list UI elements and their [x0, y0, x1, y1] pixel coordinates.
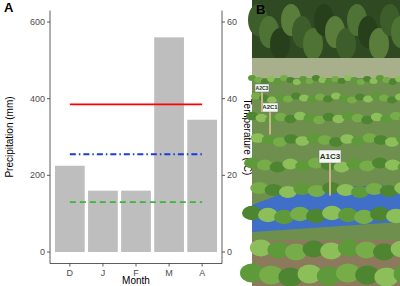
- plant: [391, 241, 400, 258]
- photo: A1C3 A2C1 A2C3: [240, 0, 400, 286]
- y-tick-label: 200: [30, 170, 45, 180]
- y-tick: [47, 98, 50, 99]
- bar: [154, 37, 184, 252]
- photo-bg: [252, 0, 400, 286]
- y-tick: [47, 22, 50, 23]
- y2-tick: [222, 98, 225, 99]
- panel-label: A: [4, 0, 14, 15]
- sign-post: [261, 92, 263, 112]
- bar: [88, 191, 118, 252]
- x-tick-label: M: [165, 268, 173, 278]
- y-tick: [47, 252, 50, 253]
- line: [70, 201, 202, 203]
- x-axis-title: Month: [122, 275, 150, 286]
- x-tick-label: A: [199, 268, 205, 278]
- plant: [395, 93, 400, 100]
- field-far: [252, 58, 400, 78]
- sign-text: A2C3: [256, 85, 269, 91]
- x-tick: [169, 264, 170, 267]
- plant: [390, 112, 400, 120]
- plant: [385, 160, 400, 171]
- x-tick: [202, 264, 203, 267]
- y-axis-title: Precipitation (mm): [4, 96, 15, 177]
- line: [70, 104, 202, 106]
- y-tick-label: 0: [40, 247, 45, 257]
- x-tick: [102, 264, 103, 267]
- sign-post: [269, 112, 271, 135]
- sign: [319, 150, 341, 163]
- bar: [121, 191, 151, 252]
- x-tick-label: J: [101, 268, 106, 278]
- plant: [398, 162, 400, 173]
- plant: [396, 134, 400, 144]
- panel-label: B: [256, 2, 265, 17]
- y2-tick: [222, 175, 225, 176]
- y-tick-label: 600: [30, 17, 45, 27]
- plant: [394, 264, 400, 283]
- marks: [55, 37, 217, 252]
- x-tick: [136, 264, 137, 267]
- y2-tick-label: 20: [227, 170, 237, 180]
- tree: [391, 16, 400, 48]
- y2-tick-label: 40: [227, 94, 237, 104]
- sign: [262, 103, 278, 112]
- y2-tick-label: 60: [227, 17, 237, 27]
- y-tick: [47, 175, 50, 176]
- plant: [394, 182, 400, 194]
- figure: A02004006000204060DJFMAMonthPrecipitatio…: [0, 0, 400, 286]
- sign-text: A2C1: [262, 104, 278, 110]
- y-axis: [50, 11, 51, 264]
- sign-post: [329, 163, 331, 196]
- sign-text: A1C3: [320, 152, 341, 161]
- soil: [252, 240, 400, 286]
- y2-axis: [222, 11, 223, 264]
- y2-tick: [222, 252, 225, 253]
- x-tick-label: D: [67, 268, 74, 278]
- y2-tick: [222, 22, 225, 23]
- bar: [187, 120, 217, 252]
- x-tick: [69, 264, 70, 267]
- plant: [395, 76, 400, 82]
- sign: [255, 84, 269, 92]
- y-tick-label: 400: [30, 94, 45, 104]
- plant: [386, 209, 400, 223]
- y2-tick-label: 0: [227, 247, 232, 257]
- tree-line: [252, 0, 400, 62]
- line: [70, 153, 202, 155]
- bar: [55, 166, 85, 252]
